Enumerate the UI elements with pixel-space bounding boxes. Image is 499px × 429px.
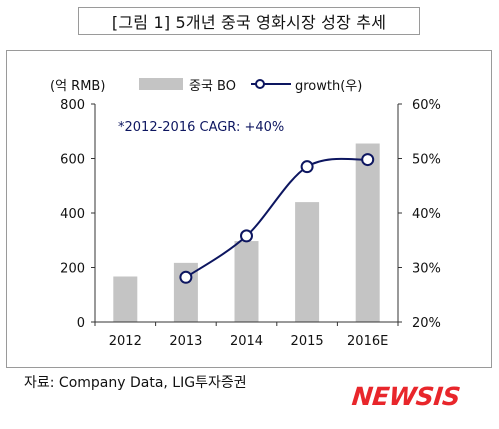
legend-bar-label: 중국 BO: [189, 79, 236, 94]
newsis-logo: NEWSIS: [350, 382, 462, 411]
y-tick-label: 0: [77, 316, 85, 331]
y2-tick-label: 40%: [412, 207, 441, 222]
growth-point-2016E: [361, 153, 375, 167]
growth-point-2015: [300, 160, 314, 174]
x-tick-label: 2014: [230, 334, 263, 349]
bar-2012: [113, 276, 138, 322]
chart-title: [그림 1] 5개년 중국 영화시장 성장 추세: [111, 13, 387, 32]
y2-tick-label: 60%: [412, 98, 441, 113]
legend-line-marker: [255, 79, 265, 89]
y-tick-label: 400: [60, 207, 85, 222]
y-tick-label: 800: [60, 98, 85, 113]
x-tick-label: 2012: [109, 334, 142, 349]
bar-2015: [295, 202, 320, 322]
y-tick-label: 200: [60, 262, 85, 277]
chart-title-box: [그림 1] 5개년 중국 영화시장 성장 추세: [78, 7, 420, 35]
legend-bar-swatch: [139, 78, 183, 90]
bar-2016E: [355, 143, 380, 322]
growth-point-2014: [240, 229, 253, 243]
y2-tick-label: 50%: [412, 153, 441, 168]
y2-tick-label: 30%: [412, 262, 441, 277]
x-tick-label: 2016E: [347, 334, 388, 349]
cagr-annotation: *2012-2016 CAGR: +40%: [118, 120, 284, 135]
y-axis-unit-label: (억 RMB): [50, 79, 105, 94]
growth-line: [185, 157, 368, 279]
y2-tick-label: 20%: [412, 316, 441, 331]
y-tick-label: 600: [60, 153, 85, 168]
bar-2014: [234, 241, 259, 322]
x-tick-label: 2013: [169, 334, 202, 349]
legend-line-label: growth(우): [295, 79, 362, 94]
x-tick-label: 2015: [291, 334, 324, 349]
source-note: 자료: Company Data, LIG투자증권: [24, 375, 247, 391]
growth-point-2013: [179, 270, 193, 284]
